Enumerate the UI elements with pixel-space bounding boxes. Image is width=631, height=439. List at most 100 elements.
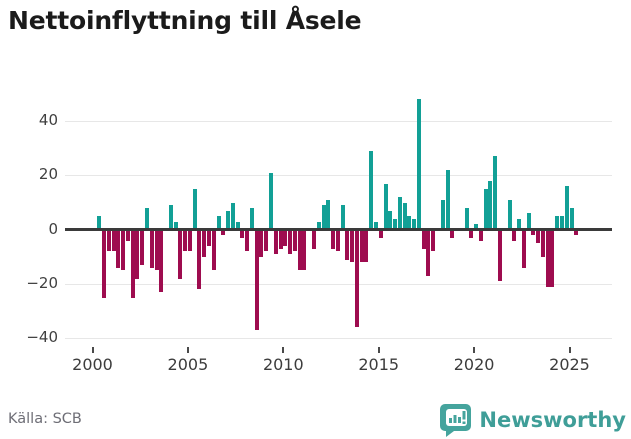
bar-2008Q3 [254, 229, 259, 331]
newsworthy-wordmark: Newsworthy [479, 407, 626, 432]
bar-2021Q4 [507, 199, 512, 230]
bar-2015Q1 [378, 229, 383, 238]
bar-2011Q3 [311, 229, 316, 249]
bar-2025Q1 [569, 208, 574, 230]
bar-2018Q2 [440, 199, 445, 230]
bar-2012Q2 [326, 199, 331, 230]
x-axis-label-2000: 2000 [72, 355, 113, 374]
bar-2004Q4 [183, 229, 188, 252]
bar-2015Q4 [393, 218, 397, 230]
bar-2018Q4 [450, 229, 455, 238]
bar-2022Q2 [517, 218, 521, 230]
bar-2006Q2 [211, 229, 216, 271]
bar-2014Q2 [364, 229, 369, 263]
bar-2017Q3 [426, 229, 431, 276]
bar-2006Q3 [216, 216, 221, 230]
bar-2002Q4 [145, 208, 149, 230]
x-axis-label-2015: 2015 [358, 355, 400, 374]
bar-2006Q1 [207, 229, 211, 246]
bar-2020Q3 [483, 189, 488, 230]
bar-2008Q4 [259, 229, 264, 257]
bar-2004Q3 [178, 229, 183, 279]
x-axis-tick-2020 [473, 347, 476, 353]
bar-2012Q1 [321, 205, 326, 230]
bar-2024Q4 [564, 186, 569, 230]
bar-2013Q2 [345, 229, 350, 260]
bar-2006Q4 [221, 229, 226, 236]
bar-2016Q4 [412, 218, 417, 230]
bar-2024Q3 [560, 216, 564, 230]
bar-2014Q4 [373, 221, 378, 230]
x-axis-tick-2010 [282, 347, 285, 353]
newsworthy-logo[interactable]: Newsworthy [439, 402, 626, 437]
bar-2015Q2 [383, 183, 388, 230]
bar-2007Q1 [226, 210, 231, 230]
bar-2020Q4 [488, 180, 493, 230]
x-axis-tick-2000 [91, 347, 94, 353]
bar-2021Q2 [497, 229, 502, 282]
bar-2016Q1 [397, 197, 402, 230]
bar-2000Q2 [97, 216, 102, 230]
bar-2002Q1 [130, 229, 135, 298]
bar-2025Q2 [574, 229, 579, 236]
y-axis-label--40: −40 [26, 328, 58, 347]
bar-2019Q3 [464, 208, 469, 230]
x-axis-tick-2015 [377, 347, 380, 353]
x-axis-label-2010: 2010 [262, 355, 304, 374]
bar-2010Q2 [288, 229, 293, 255]
bar-2023Q4 [545, 229, 550, 287]
bar-2004Q2 [173, 221, 178, 230]
bar-2008Q2 [249, 208, 254, 230]
x-axis-label-2025: 2025 [549, 355, 590, 374]
gridline-y-40 [65, 120, 612, 122]
bar-2024Q1 [550, 229, 555, 287]
gridline-y-20 [65, 174, 612, 176]
y-axis-label--20: −20 [26, 274, 58, 292]
bar-2010Q1 [283, 229, 288, 246]
source-label: Källa: SCB [8, 411, 82, 427]
bar-2000Q4 [106, 229, 111, 252]
bar-2004Q1 [168, 205, 173, 230]
bar-2024Q2 [555, 216, 560, 230]
bar-2001Q3 [121, 229, 126, 271]
bar-2012Q4 [335, 229, 340, 252]
bar-2016Q2 [402, 202, 407, 230]
bar-2019Q4 [469, 229, 474, 238]
bar-2005Q2 [192, 189, 197, 230]
bar-2007Q3 [235, 221, 240, 230]
bar-2021Q1 [493, 156, 498, 230]
bar-2007Q2 [230, 202, 235, 230]
x-axis-tick-2005 [186, 347, 189, 353]
bar-2017Q2 [421, 229, 426, 249]
x-axis-label-2020: 2020 [453, 355, 495, 374]
bar-2009Q1 [264, 229, 269, 252]
bar-2013Q4 [354, 229, 359, 328]
x-axis-label-2005: 2005 [167, 355, 209, 374]
bar-2009Q3 [273, 229, 278, 255]
y-axis-label-40: 40 [38, 111, 58, 130]
bar-2009Q4 [278, 229, 283, 249]
bar-2020Q2 [478, 229, 483, 241]
x-axis-tick-2025 [568, 347, 571, 353]
bar-2018Q3 [445, 170, 450, 230]
y-axis-label-0: 0 [48, 219, 58, 238]
bar-2001Q2 [116, 229, 121, 268]
bar-2014Q3 [369, 151, 374, 230]
bar-2000Q3 [102, 229, 106, 298]
bar-2016Q3 [407, 216, 412, 230]
bar-2005Q4 [202, 229, 207, 257]
bar-2017Q1 [416, 99, 421, 230]
y-axis-label-20: 20 [38, 165, 58, 184]
bar-2008Q1 [245, 229, 250, 252]
bar-2005Q1 [187, 229, 192, 252]
bar-2014Q1 [359, 229, 364, 263]
bar-2010Q4 [297, 229, 302, 271]
newsworthy-pin-barchart-icon [439, 402, 472, 437]
bar-2002Q2 [135, 229, 140, 279]
bar-2005Q3 [197, 229, 202, 290]
bar-2015Q3 [388, 210, 393, 230]
bar-2020Q1 [474, 224, 479, 230]
bar-2013Q1 [340, 205, 345, 230]
bar-2010Q3 [292, 229, 297, 252]
